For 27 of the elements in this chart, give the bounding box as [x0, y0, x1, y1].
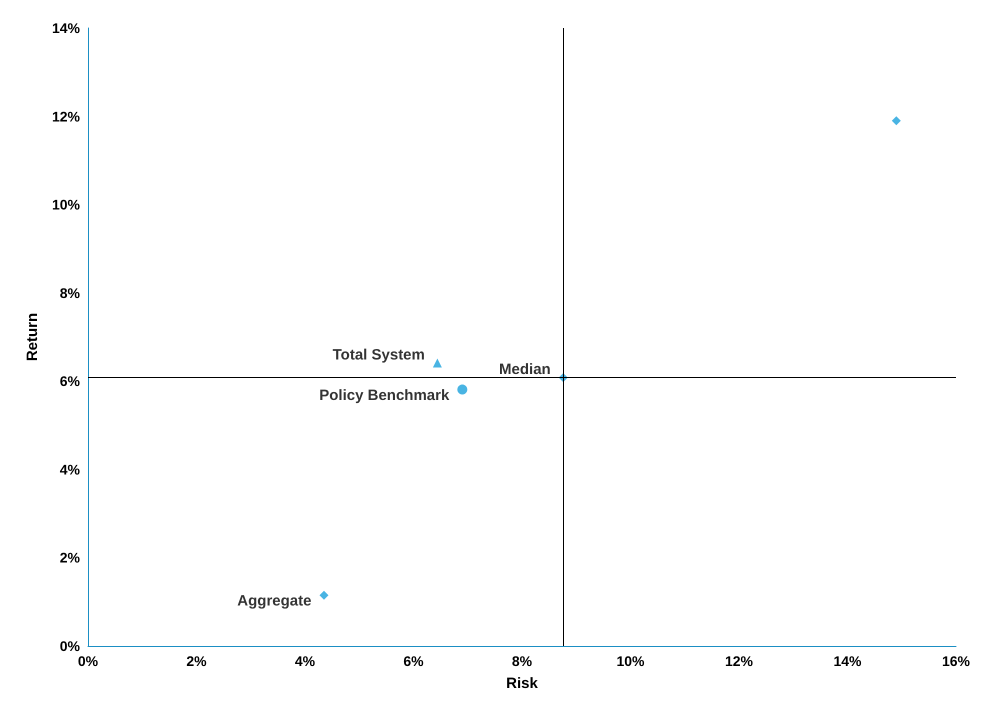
- x-tick-label: 14%: [833, 653, 862, 669]
- point: [432, 358, 442, 368]
- x-tick-label: 6%: [403, 653, 424, 669]
- y-tick-label: 14%: [52, 20, 81, 36]
- x-tick-label: 12%: [724, 653, 754, 669]
- y-tick-label: 8%: [60, 284, 81, 301]
- x-tick-label: 2%: [186, 653, 208, 669]
- x-tick-label: 0%: [78, 653, 99, 669]
- y-tick-label: 10%: [52, 196, 81, 213]
- series-label: Median: [499, 361, 551, 378]
- x-axis-title: Risk: [506, 675, 538, 692]
- point: [319, 590, 328, 600]
- series-label: Total System: [332, 346, 425, 364]
- point: [892, 116, 901, 126]
- y-tick-label: 2%: [60, 550, 81, 566]
- y-axis-title: Return: [24, 312, 41, 362]
- series-label: Policy Benchmark: [319, 387, 450, 404]
- x-tick-label: 4%: [294, 653, 316, 669]
- x-tick-label: 10%: [616, 653, 646, 669]
- y-tick-label: 0%: [60, 638, 81, 654]
- y-tick-label: 4%: [60, 461, 81, 478]
- x-tick-label: 8%: [512, 653, 533, 669]
- y-tick-label: 6%: [60, 373, 81, 390]
- series-label: Aggregate: [237, 592, 312, 610]
- point: [457, 384, 468, 395]
- y-tick-label: 12%: [52, 108, 81, 124]
- x-tick-label: 16%: [942, 653, 971, 669]
